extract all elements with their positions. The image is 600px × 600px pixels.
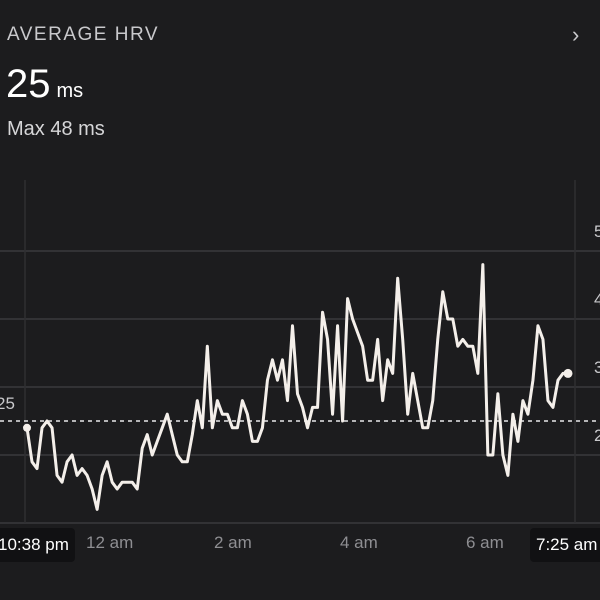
hrv-line (25, 263, 568, 511)
x-tick-label: 12 am (86, 533, 134, 552)
metric-title: AVERAGE HRV (7, 24, 160, 45)
y-tick-label: 40 (594, 290, 600, 309)
y-tick-label: 30 (594, 358, 600, 377)
end-time-label: 7:25 am (530, 528, 600, 562)
average-value: 25 ms (6, 62, 83, 107)
x-tick-label: 2 am (214, 533, 252, 552)
end-point (563, 368, 573, 378)
value-unit: ms (56, 80, 84, 102)
start-point (23, 423, 31, 432)
y-tick-label: 50 (594, 222, 600, 241)
start-time-label: 10:38 pm (0, 528, 75, 562)
y-tick-label: 20 (594, 426, 600, 445)
x-tick-label: 4 am (340, 533, 378, 552)
x-tick-label: 6 am (466, 533, 504, 552)
average-label: 25 (0, 394, 15, 413)
value-number: 25 (6, 62, 51, 106)
max-value: Max 48 ms (7, 118, 105, 140)
chevron-right-icon[interactable]: › (572, 22, 580, 47)
